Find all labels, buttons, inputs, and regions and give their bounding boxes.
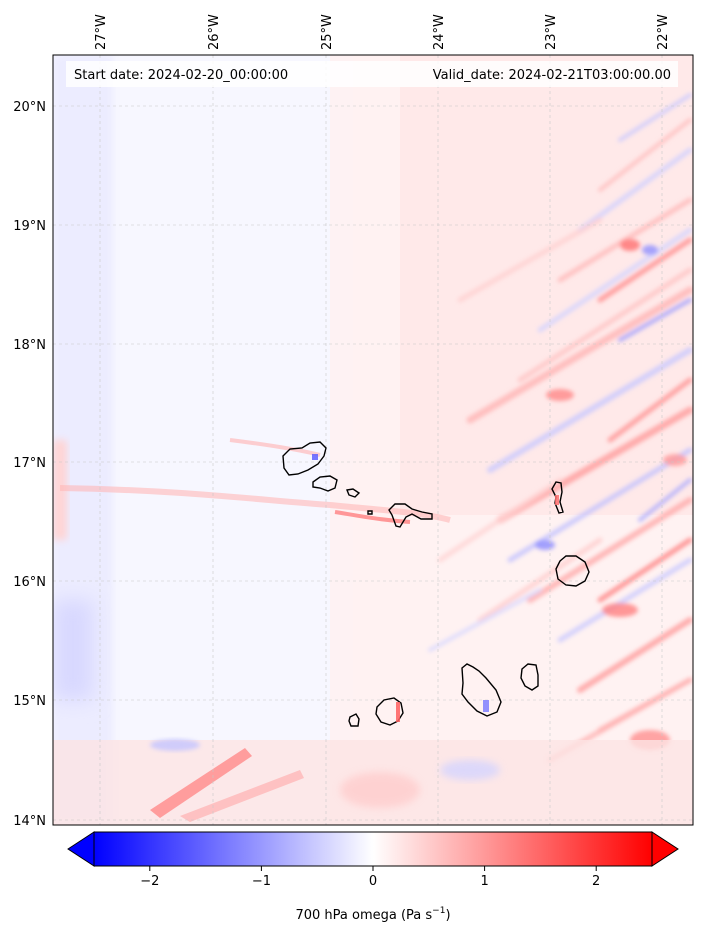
- omega-streak: [638, 478, 692, 522]
- colorbar-label-prefix: 700 hPa omega (Pa s: [295, 908, 432, 923]
- map-frame: [52, 54, 694, 826]
- colorbar: −2 −1 0 1 2 700 hPa omega (Pa s−1): [67, 831, 679, 923]
- omega-streak: [537, 227, 693, 333]
- omega-streak: [517, 267, 693, 383]
- colorbar-extend-low: [67, 831, 95, 867]
- longitude-label: 27°W: [94, 14, 109, 50]
- colorbar-label-exponent: −1: [432, 906, 445, 916]
- omega-streak: [557, 557, 693, 643]
- valid-date-label: Valid_date: 2024-02-21T03:00:00.00: [433, 68, 671, 83]
- island-brava: [348, 713, 360, 727]
- omega-streak: [466, 286, 693, 424]
- longitude-label: 25°W: [320, 14, 335, 50]
- graticule: [53, 55, 693, 825]
- latitude-label: 15°N: [13, 694, 46, 709]
- island-santiago: [461, 663, 502, 717]
- colorbar-tick-label: −2: [140, 874, 159, 889]
- omega-streak: [428, 588, 542, 652]
- omega-streak: [527, 497, 693, 603]
- omega-streak: [618, 298, 692, 342]
- omega-streaks: [428, 93, 693, 763]
- colorbar-tick-label: 2: [592, 874, 600, 889]
- omega-streak: [577, 147, 693, 233]
- latitude-label: 18°N: [13, 338, 46, 353]
- longitude-label: 23°W: [544, 14, 559, 50]
- omega-streak: [457, 217, 603, 303]
- omega-patch: [642, 245, 658, 255]
- omega-streak: [597, 537, 693, 603]
- longitude-labels: 27°W 26°W 25°W 24°W 23°W 22°W: [94, 14, 671, 50]
- omega-patch: [663, 454, 687, 466]
- longitude-label: 24°W: [432, 14, 447, 50]
- latitude-label: 19°N: [13, 219, 46, 234]
- island-boa-vista: [555, 555, 590, 587]
- colorbar-tick-label: 0: [369, 874, 377, 889]
- omega-streak: [618, 93, 692, 142]
- colorbar-body: [93, 831, 653, 867]
- colorbar-tick-label: 1: [480, 874, 488, 889]
- island-branco: [367, 510, 373, 515]
- island-fogo: [375, 697, 404, 726]
- omega-patch: [535, 540, 555, 550]
- colorbar-ticks: −2 −1 0 1 2: [140, 866, 600, 889]
- latitude-labels: 20°N 19°N 18°N 17°N 16°N 15°N 14°N: [13, 100, 46, 829]
- omega-patch: [620, 239, 640, 251]
- omega-streak: [477, 537, 603, 623]
- omega-streak: [598, 118, 692, 192]
- colorbar-extend-high: [651, 831, 679, 867]
- omega-streak: [597, 237, 693, 303]
- omega-streak: [487, 347, 693, 473]
- colorbar-tick-label: −1: [252, 874, 271, 889]
- island-sao-nicolau: [388, 503, 433, 528]
- omega-streak: [437, 477, 563, 563]
- island-santo-antao: [282, 441, 327, 476]
- omega-streak: [607, 377, 693, 443]
- latitude-label: 20°N: [13, 100, 46, 115]
- colorbar-label-suffix: ): [445, 908, 450, 923]
- omega-patch: [602, 603, 638, 617]
- date-label-box: [66, 61, 678, 87]
- omega-patch: [546, 389, 574, 401]
- colorbar-label: 700 hPa omega (Pa s−1): [295, 906, 450, 923]
- latitude-label: 16°N: [13, 575, 46, 590]
- omega-streak: [577, 617, 693, 693]
- latitude-label: 17°N: [13, 456, 46, 471]
- coastlines: [282, 441, 590, 727]
- longitude-label: 26°W: [207, 14, 222, 50]
- island-santa-luzia: [346, 488, 361, 498]
- map-panel: Start date: 2024-02-20_00:00:00 Valid_da…: [52, 54, 694, 826]
- longitude-label: 22°W: [656, 14, 671, 50]
- omega-field: [53, 55, 693, 825]
- island-maio: [520, 663, 539, 691]
- latitude-label: 14°N: [13, 814, 46, 829]
- start-date-label: Start date: 2024-02-20_00:00:00: [74, 68, 288, 83]
- island-sao-vicente: [312, 475, 338, 492]
